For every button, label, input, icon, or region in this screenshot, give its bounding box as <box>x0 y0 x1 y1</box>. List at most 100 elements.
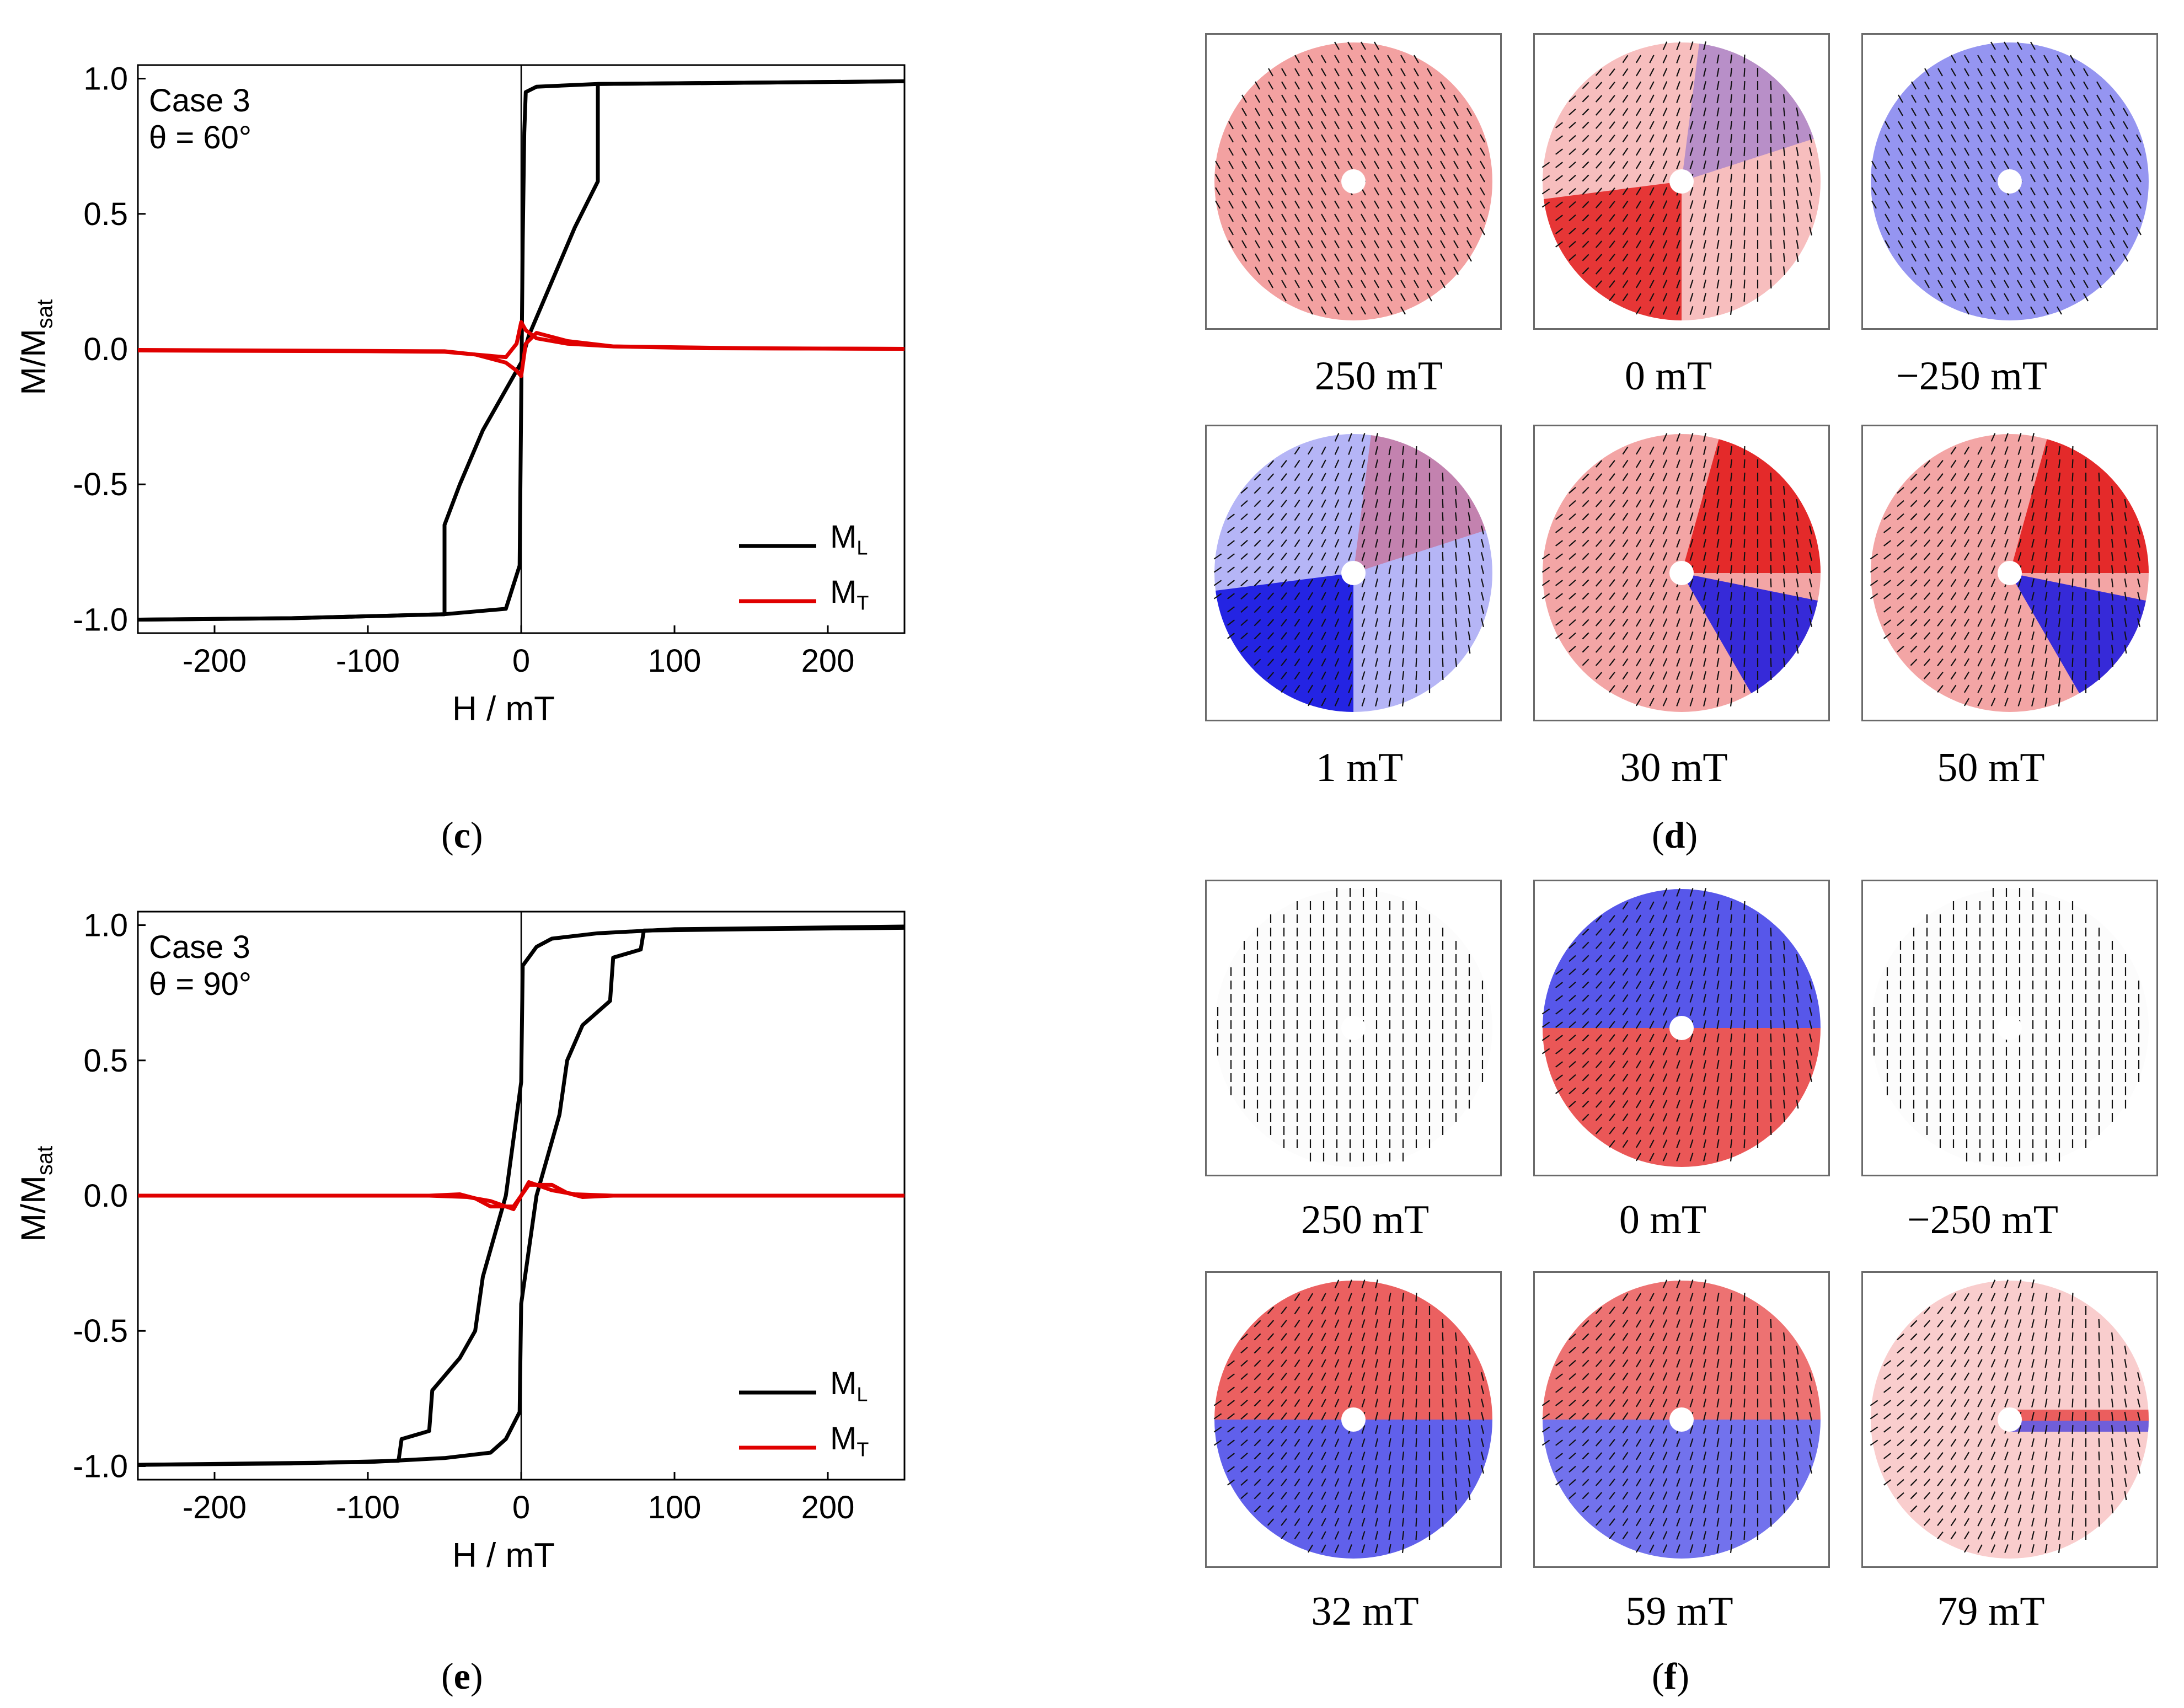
arrow <box>1676 280 1680 288</box>
arrow <box>1375 499 1378 508</box>
arrow <box>1716 81 1720 90</box>
arrow <box>1937 632 1944 640</box>
arrow <box>1950 1385 1957 1394</box>
arrow <box>1676 1332 1680 1341</box>
caption-d-1: 0 mT <box>1624 354 1712 399</box>
arrow <box>1635 1425 1642 1434</box>
arrow <box>1213 553 1222 560</box>
arrow <box>1649 981 1655 989</box>
arrow <box>2098 671 2100 681</box>
arrow <box>1361 1452 1366 1460</box>
arrow <box>2004 1359 2009 1368</box>
arrow <box>1716 1491 1720 1501</box>
arrow <box>1541 1048 1550 1054</box>
arrow <box>1321 1359 1326 1368</box>
arrow <box>1662 552 1668 561</box>
arrow <box>2137 565 2140 575</box>
arrow <box>1374 213 1379 222</box>
arrow <box>1388 671 1391 681</box>
arrow <box>1387 266 1393 275</box>
arrow <box>2096 174 2102 183</box>
arrow <box>1730 485 1733 495</box>
chart-e-svg: -200 -100 0 100 200-1.0-0.50.00.51.0 <box>73 908 906 1525</box>
arrow <box>1783 980 1785 990</box>
arrow <box>1649 1491 1655 1500</box>
arrow <box>1676 1385 1680 1394</box>
arrow <box>1743 954 1746 963</box>
arrow <box>2110 160 2115 169</box>
arrow <box>1334 108 1340 116</box>
arrow <box>2044 1319 2048 1329</box>
arrow <box>1990 174 1996 183</box>
arrow <box>1466 108 1472 116</box>
arrow <box>1361 1332 1366 1341</box>
arrow-field <box>1541 41 1812 315</box>
y-tick-label: -1.0 <box>73 1448 128 1484</box>
arrow <box>1649 618 1655 627</box>
arrow <box>1582 188 1589 195</box>
arrow <box>1427 174 1432 183</box>
arrow <box>2111 512 2113 522</box>
arrow <box>1387 134 1393 143</box>
arrow <box>2043 68 2049 77</box>
arrow <box>1662 68 1668 77</box>
arrow <box>2043 200 2049 209</box>
arrow <box>1401 552 1405 561</box>
arrow <box>1569 513 1576 521</box>
arrow <box>1609 1532 1615 1539</box>
arrow <box>2031 657 2035 667</box>
arrow <box>1730 591 1733 601</box>
arrow <box>1440 280 1446 288</box>
arrow <box>1415 1372 1417 1382</box>
arrow <box>1689 1531 1694 1540</box>
arrow <box>2124 631 2127 641</box>
arrow <box>2004 618 2009 627</box>
arrow <box>2043 81 2049 90</box>
arrow <box>1281 592 1287 600</box>
arrow <box>1796 1411 1799 1421</box>
arrow <box>1923 672 1931 679</box>
arrow <box>1308 68 1313 77</box>
arrow <box>1911 253 1917 262</box>
arrow <box>2137 1464 2140 1474</box>
arrow <box>1743 1073 1746 1083</box>
arrow <box>1388 1398 1391 1408</box>
arrow <box>2110 200 2115 209</box>
arrow <box>1609 1346 1615 1354</box>
arrow <box>1595 1320 1603 1327</box>
arrow <box>2070 147 2075 156</box>
arrow-field <box>1215 41 1485 315</box>
arrow <box>1582 1100 1589 1108</box>
arrow <box>1649 1385 1655 1394</box>
arrow <box>2017 280 2022 288</box>
arrow <box>1595 1492 1603 1500</box>
arrow <box>2031 552 2035 561</box>
arrow-field <box>1541 887 1812 1162</box>
arrow <box>1595 1518 1603 1526</box>
arrow <box>1662 698 1668 706</box>
arrow <box>1743 1398 1746 1408</box>
arrow <box>1689 499 1694 508</box>
arrow <box>1468 552 1471 561</box>
arrow <box>1649 592 1655 601</box>
arrow <box>1783 186 1785 196</box>
arrow <box>1268 94 1273 103</box>
arrow <box>1923 1307 1931 1314</box>
arrow <box>1582 553 1589 560</box>
arrow <box>1321 1478 1326 1487</box>
arrow <box>1676 658 1680 667</box>
arrow <box>1964 160 1969 169</box>
arrow <box>1990 55 1996 63</box>
arrow <box>1455 538 1457 548</box>
arrow <box>1883 1413 1891 1420</box>
arrow <box>1375 1438 1378 1448</box>
arrow <box>1689 1279 1694 1288</box>
arrow <box>1662 1425 1668 1434</box>
arrow <box>1348 512 1352 521</box>
arrow <box>1883 1360 1891 1367</box>
arrow <box>1796 1358 1799 1368</box>
arrow <box>1375 1411 1378 1421</box>
arrow <box>1743 1517 1746 1527</box>
arrow <box>1609 915 1615 923</box>
arrow <box>1541 1439 1550 1446</box>
